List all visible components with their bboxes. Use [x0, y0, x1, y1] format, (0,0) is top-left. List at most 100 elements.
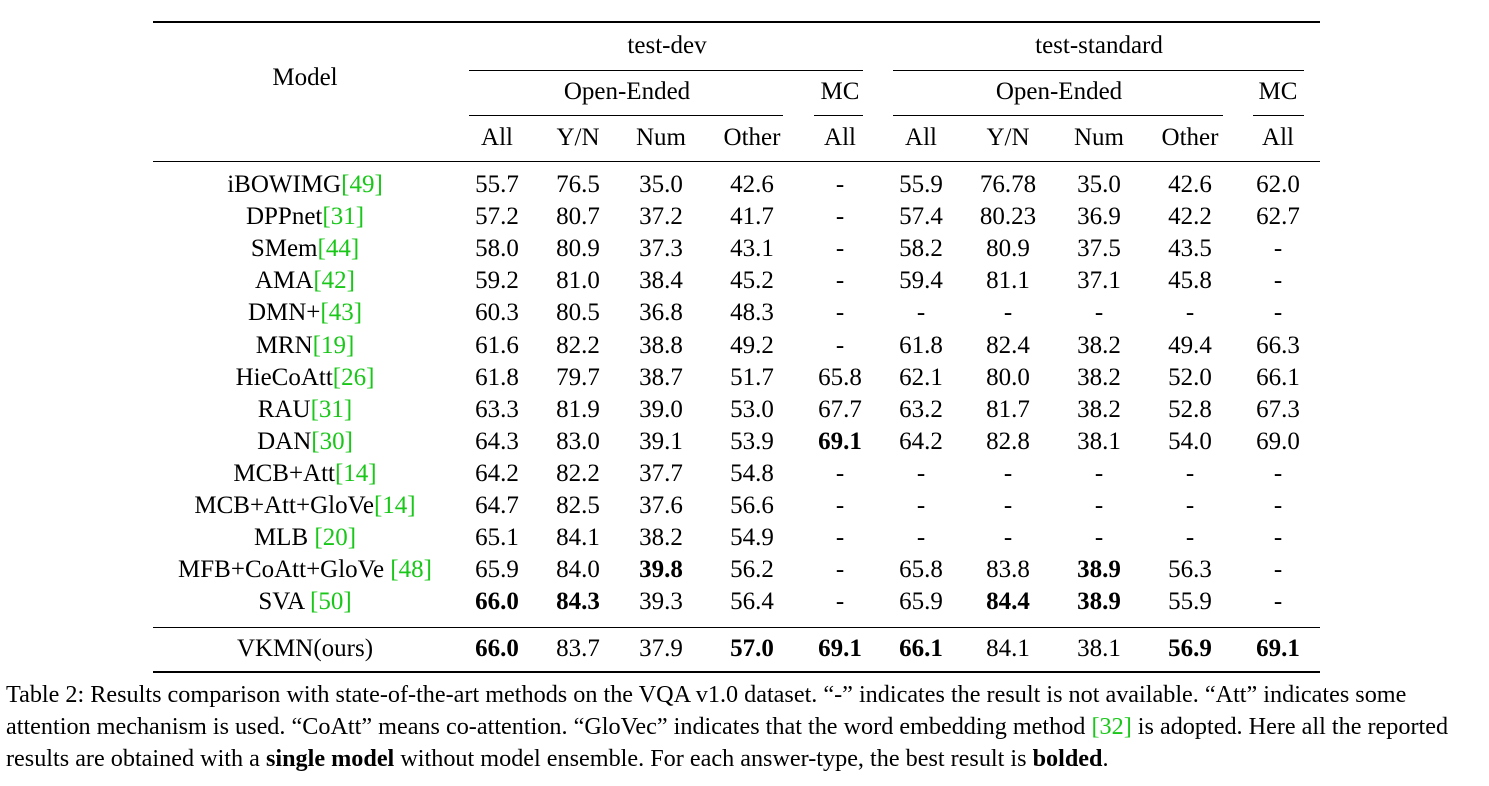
value-cell: 84.4 [986, 588, 1030, 615]
column-header: Num [1074, 124, 1124, 151]
value-cell: 64.7 [475, 492, 519, 519]
value-cell: 53.0 [730, 396, 774, 423]
value-cell: - [1273, 267, 1283, 294]
value-cell: - [1003, 524, 1013, 551]
model-label: MRN [255, 332, 313, 359]
value-cell: - [1273, 235, 1283, 262]
value-cell: 80.5 [556, 299, 600, 326]
model-header: Model [272, 64, 338, 91]
model-name: DPPnet[31] [246, 202, 364, 232]
citation-link[interactable]: [50] [310, 588, 352, 615]
model-label: AMA [255, 267, 314, 294]
value-cell: 36.9 [1077, 203, 1121, 230]
value-cell: 64.2 [475, 460, 519, 487]
value-cell: 66.0 [475, 588, 519, 615]
group-test-standard: test-standard [1035, 32, 1163, 59]
column-header: Other [723, 124, 781, 151]
value-cell: 65.1 [475, 524, 519, 551]
value-cell: 82.4 [986, 332, 1030, 359]
value-cell: 39.8 [639, 556, 683, 583]
value-cell: 55.7 [475, 171, 519, 198]
model-name: RAU[31] [258, 395, 352, 425]
model-label: DMN+ [247, 299, 321, 326]
value-cell: 56.3 [1168, 556, 1212, 583]
model-label: MLB [253, 524, 315, 551]
top-rule [153, 21, 1320, 23]
value-cell: 37.3 [639, 235, 683, 262]
column-header: Y/N [556, 124, 600, 151]
value-cell: 64.3 [475, 428, 519, 455]
value-cell: 57.0 [730, 635, 774, 662]
value-cell: 61.6 [475, 332, 519, 359]
value-cell: - [835, 299, 845, 326]
value-cell: 79.7 [556, 364, 600, 391]
value-cell: 61.8 [899, 332, 943, 359]
value-cell: 84.0 [556, 556, 600, 583]
header-rule [153, 161, 1320, 162]
model-label: VKMN(ours) [236, 635, 374, 662]
value-cell: - [1273, 556, 1283, 583]
value-cell: 38.1 [1077, 635, 1121, 662]
value-cell: 67.3 [1256, 396, 1300, 423]
citation-link[interactable]: [14] [334, 460, 377, 487]
column-header: All [824, 124, 856, 151]
model-label: MFB+CoAtt+GloVe [178, 556, 391, 583]
test-standard-cmidrule [893, 70, 1304, 71]
citation-link[interactable]: [30] [311, 428, 353, 455]
value-cell: 39.3 [639, 588, 683, 615]
value-cell: - [1273, 588, 1283, 615]
value-cell: 38.1 [1077, 428, 1121, 455]
ours-separator-rule [153, 627, 1320, 628]
value-cell: - [1003, 299, 1013, 326]
value-cell: 83.0 [556, 428, 600, 455]
value-cell: 43.1 [730, 235, 774, 262]
value-cell: 39.0 [639, 396, 683, 423]
value-cell: - [1185, 299, 1195, 326]
citation-link[interactable]: [31] [310, 396, 353, 423]
value-cell: 39.1 [639, 428, 683, 455]
value-cell: 38.9 [1077, 556, 1121, 583]
caption-bold-single-model: single model [265, 745, 395, 772]
value-cell: 81.1 [986, 267, 1030, 294]
citation-link[interactable]: [44] [317, 235, 360, 262]
value-cell: 65.8 [818, 364, 862, 391]
citation-link[interactable]: [43] [320, 299, 363, 326]
value-cell: 42.6 [730, 171, 774, 198]
citation-link[interactable]: [20] [314, 524, 357, 551]
value-cell: - [1273, 460, 1283, 487]
citation-link[interactable]: [48] [390, 556, 432, 583]
value-cell: 56.4 [730, 588, 774, 615]
value-cell: 63.3 [475, 396, 519, 423]
citation-link[interactable]: [49] [341, 171, 383, 198]
model-label: MCB+Att+GloVe [194, 492, 374, 519]
value-cell: - [1094, 524, 1104, 551]
citation-link[interactable]: [14] [373, 492, 416, 519]
value-cell: 66.1 [899, 635, 943, 662]
caption-bold-bolded: bolded [1032, 745, 1103, 772]
value-cell: 83.7 [556, 635, 600, 662]
value-cell: 63.2 [899, 396, 943, 423]
value-cell: 65.9 [899, 588, 943, 615]
model-name: SMem[44] [251, 234, 359, 264]
subgroup-dev-mc: MC [820, 78, 860, 105]
citation-link[interactable]: [42] [313, 267, 355, 294]
value-cell: 80.0 [986, 364, 1030, 391]
value-cell: 66.3 [1256, 332, 1300, 359]
value-cell: 69.1 [1256, 635, 1300, 662]
value-cell: 81.0 [556, 267, 600, 294]
value-cell: 69.1 [818, 635, 862, 662]
value-cell: 80.23 [979, 203, 1037, 230]
value-cell: 52.8 [1168, 396, 1212, 423]
value-cell: 37.1 [1077, 267, 1121, 294]
model-name: DMN+[43] [248, 298, 362, 328]
bottom-rule [153, 671, 1320, 673]
caption-cite[interactable]: [32] [1091, 713, 1132, 740]
value-cell: 58.0 [475, 235, 519, 262]
citation-link[interactable]: [31] [322, 203, 365, 230]
value-cell: 54.9 [730, 524, 774, 551]
citation-link[interactable]: [26] [332, 364, 375, 391]
citation-link[interactable]: [19] [312, 332, 355, 359]
value-cell: 53.9 [730, 428, 774, 455]
subgroup-std-open-ended: Open-Ended [995, 78, 1123, 105]
model-label: MCB+Att [233, 460, 335, 487]
